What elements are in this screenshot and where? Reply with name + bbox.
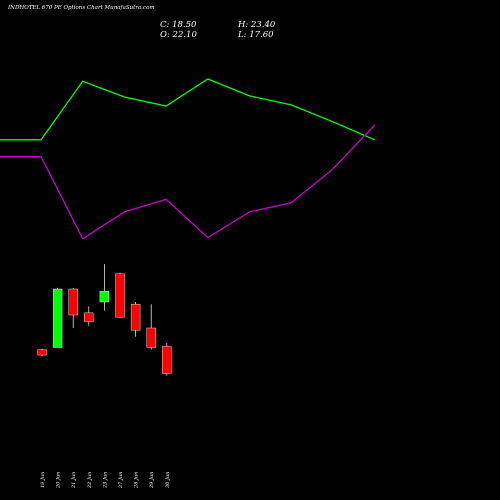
candle [52,287,63,348]
candle [84,306,94,326]
candle-body-down [37,349,47,356]
x-tick-label: 21 Jun [71,472,77,489]
candle [68,287,78,328]
x-tick-label: 22 Jun [87,472,93,489]
candle-body-down [68,288,78,316]
candle [37,348,47,357]
low-readout: L: 17.60 [237,30,274,40]
candle-body-down [84,312,94,322]
upper-band-line [0,78,375,141]
candle-body-down [115,273,125,318]
close-readout: C: 18.50 [160,20,197,30]
candle-body-up [99,290,110,303]
candle [162,343,172,376]
candle-body-down [146,327,156,348]
x-tick-label: 29 Jun [149,472,155,489]
x-tick-label: 20 Jun [56,472,62,489]
candle-body-down [162,346,172,374]
candle [146,304,156,350]
x-tick-label: 19 Jun [40,472,46,488]
candle [115,272,125,319]
high-readout: H: 23.40 [237,20,276,30]
candle [130,302,141,337]
candle-body-down [130,303,141,331]
chart-title: INDHOTEL 670 PE Options Chart MunafaSutr… [7,5,155,11]
x-tick-label: 30 Jun [165,472,171,488]
candle-body-up [52,288,63,348]
lower-band-line [0,124,376,240]
x-tick-label: 27 Jun [118,472,124,489]
x-tick-label: 28 Jun [134,472,140,489]
candle [99,264,110,311]
x-tick-label: 23 Jun [102,472,108,489]
open-readout: O: 22.10 [160,30,197,40]
